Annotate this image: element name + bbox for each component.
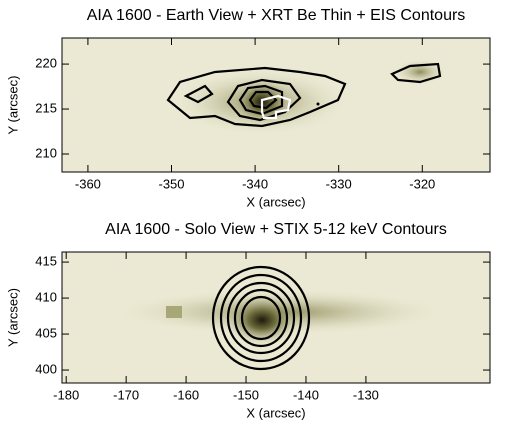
x-axis-label: X (arcsec) (246, 194, 305, 209)
plot-frame (61, 37, 491, 173)
chart-title: AIA 1600 - Earth View + XRT Be Thin + EI… (87, 7, 466, 24)
image-panel-2 (62, 252, 490, 383)
y-tick-label: 215 (35, 100, 57, 115)
x-tick-label: -170 (113, 387, 139, 402)
x-tick-label: -180 (53, 387, 79, 402)
x-tick-label: -360 (75, 176, 101, 191)
image-panel-1 (62, 38, 490, 172)
plot-frame (61, 251, 491, 384)
x-tick-label: -140 (293, 387, 319, 402)
x-tick-label: -320 (409, 176, 435, 191)
y-tick-label: 220 (35, 56, 57, 71)
x-axis-label: X (arcsec) (246, 405, 305, 420)
y-tick-label: 400 (35, 361, 57, 376)
x-tick-label: -340 (242, 176, 268, 191)
y-tick-label: 410 (35, 290, 57, 305)
chart-title: AIA 1600 - Solo View + STIX 5-12 keV Con… (105, 221, 447, 238)
y-axis-label: Y (arcsec) (5, 288, 20, 347)
y-tick-label: 405 (35, 325, 57, 340)
x-tick-label: -350 (158, 176, 184, 191)
y-tick-label: 210 (35, 145, 57, 160)
x-tick-label: -130 (353, 387, 379, 402)
y-axis-label: Y (arcsec) (5, 76, 20, 135)
x-tick-label: -150 (233, 387, 259, 402)
x-tick-label: -160 (173, 387, 199, 402)
x-tick-label: -330 (326, 176, 352, 191)
y-tick-label: 415 (35, 254, 57, 269)
